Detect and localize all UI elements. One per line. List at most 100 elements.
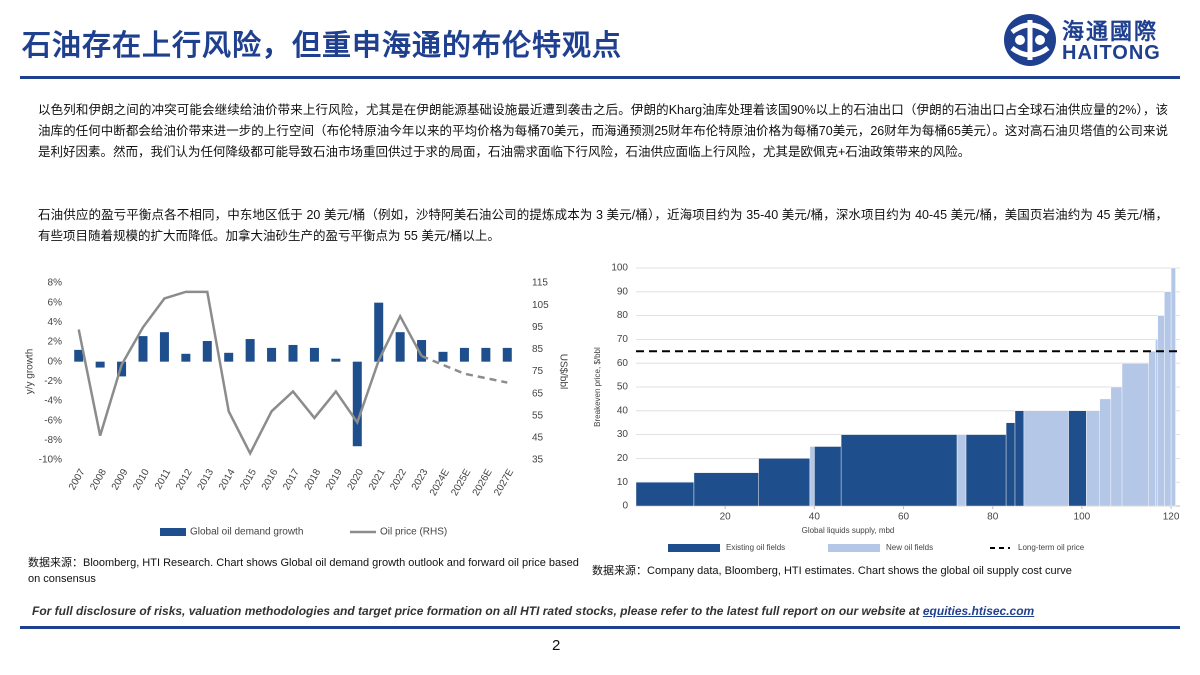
- x-tick-label: 2019: [324, 467, 345, 492]
- source-note: 数据来源：Company data, Bloomberg, HTI estima…: [592, 565, 1072, 577]
- y2-tick-label: 85: [532, 344, 544, 355]
- bar: [224, 352, 234, 362]
- y2-tick-label: 75: [532, 366, 544, 377]
- legend-swatch: [160, 528, 186, 536]
- y2-tick-label: 45: [532, 433, 544, 444]
- page-number: 2: [552, 637, 561, 654]
- y-tick-label: -4%: [44, 396, 62, 407]
- y2-tick-label: 95: [532, 322, 544, 333]
- bar: [1099, 398, 1112, 507]
- bar: [181, 353, 191, 362]
- bar: [1110, 386, 1123, 507]
- bar: [1086, 410, 1100, 507]
- y-tick-label: 0%: [48, 356, 63, 367]
- bar: [95, 361, 105, 368]
- line-series: [421, 354, 508, 384]
- y-tick-label: 30: [617, 429, 629, 440]
- bar: [267, 347, 277, 362]
- bar: [74, 349, 84, 362]
- x-tick-label: 40: [809, 512, 821, 523]
- bar: [245, 339, 255, 362]
- bar: [1148, 351, 1156, 507]
- source-note: 数据来源：Bloomberg, HTI Research. Chart show…: [28, 557, 579, 585]
- y-axis-title: y/y growth: [25, 349, 36, 395]
- logo-cn: 海通國際: [1062, 19, 1159, 44]
- bar: [288, 344, 298, 362]
- x-tick-label: 120: [1163, 512, 1180, 523]
- bar: [814, 446, 842, 507]
- x-tick-label: 60: [898, 512, 910, 523]
- x-tick-label: 2016: [260, 467, 281, 492]
- charts: -10% -8% -6% -4% -2% 0% 2% 4% 6% 8% 35 45 55 65 75 85 95…: [25, 263, 1180, 552]
- x-tick-label: 2017: [281, 467, 302, 492]
- bar: [459, 347, 469, 362]
- y-tick-label: 2%: [48, 337, 63, 348]
- y-tick-label: 20: [617, 453, 629, 464]
- legend-label: Oil price (RHS): [380, 527, 447, 538]
- y-axis-title: Breakeven price, $/bbl: [593, 347, 602, 427]
- x-tick-label: 2021: [367, 467, 388, 492]
- y-tick-label: -10%: [39, 455, 62, 466]
- y2-tick-label: 115: [532, 278, 548, 289]
- bar: [352, 361, 362, 447]
- y2-tick-label: 65: [532, 388, 544, 399]
- x-tick-label: 2020: [346, 467, 367, 492]
- x-tick-label: 2013: [196, 467, 217, 492]
- bar: [1164, 291, 1172, 507]
- y-tick-label: 4%: [48, 317, 63, 328]
- line-series: [77, 290, 423, 457]
- bar: [840, 434, 958, 507]
- logo-icon: [1004, 14, 1056, 66]
- x-axis-title: Global liquids supply, mbd: [802, 526, 895, 535]
- bar: [1014, 410, 1025, 507]
- x-tick-label: 2024E: [428, 467, 452, 498]
- logo-en: HAITONG: [1062, 42, 1161, 64]
- footer-rule: [20, 626, 1180, 629]
- x-tick-label: 2022: [388, 467, 409, 492]
- bar: [438, 351, 448, 362]
- x-tick-label: 2009: [110, 467, 131, 492]
- y-tick-label: -6%: [44, 415, 62, 426]
- legend-label: New oil fields: [886, 543, 933, 552]
- bar: [417, 340, 427, 362]
- paragraph: 石油供应的盈亏平衡点各不相同，中东地区低于 20 美元/桶（例如，沙特阿美石油公…: [38, 208, 1168, 243]
- y-tick-label: 50: [617, 382, 629, 393]
- y-tick-label: 10: [617, 477, 629, 488]
- bar: [502, 347, 512, 362]
- y-tick-label: 60: [617, 358, 629, 369]
- bar: [1170, 267, 1176, 507]
- x-tick-label: 2018: [303, 467, 324, 492]
- bar: [758, 458, 811, 507]
- x-tick-label: 2008: [88, 467, 109, 492]
- y-tick-label: 6%: [48, 297, 63, 308]
- y-tick-label: 40: [617, 405, 629, 416]
- website-link[interactable]: equities.htisec.com: [922, 604, 1035, 618]
- y-tick-label: -8%: [44, 435, 62, 446]
- x-tick-label: 2015: [238, 467, 259, 492]
- x-tick-label: 100: [1074, 512, 1091, 523]
- bar: [138, 336, 148, 362]
- bar: [481, 347, 491, 362]
- y2-tick-label: 35: [532, 455, 544, 466]
- legend-label: Existing oil fields: [726, 543, 785, 552]
- y-tick-label: 90: [617, 286, 629, 297]
- x-tick-label: 2023: [410, 467, 431, 492]
- x-tick-label: 2026E: [471, 467, 495, 498]
- bar: [965, 434, 1007, 507]
- bar: [331, 358, 341, 362]
- disclaimer-text: For full disclosure of risks, valuation …: [32, 604, 920, 618]
- y-tick-label: 0: [622, 501, 628, 512]
- bar: [202, 341, 212, 362]
- disclaimer: For full disclosure of risks, valuation …: [32, 604, 1034, 618]
- paragraph: 以色列和伊朗之间的冲突可能会继续给油价带来上行风险，尤其是在伊朗能源基础设施最近…: [38, 103, 1168, 159]
- y-tick-label: 8%: [48, 278, 63, 289]
- x-tick-label: 2014: [217, 467, 238, 492]
- y-tick-label: -2%: [44, 376, 62, 387]
- header-rule: [20, 76, 1180, 79]
- bar: [1157, 315, 1165, 507]
- bar: [635, 482, 695, 507]
- bar: [1155, 339, 1158, 507]
- bar: [956, 434, 967, 507]
